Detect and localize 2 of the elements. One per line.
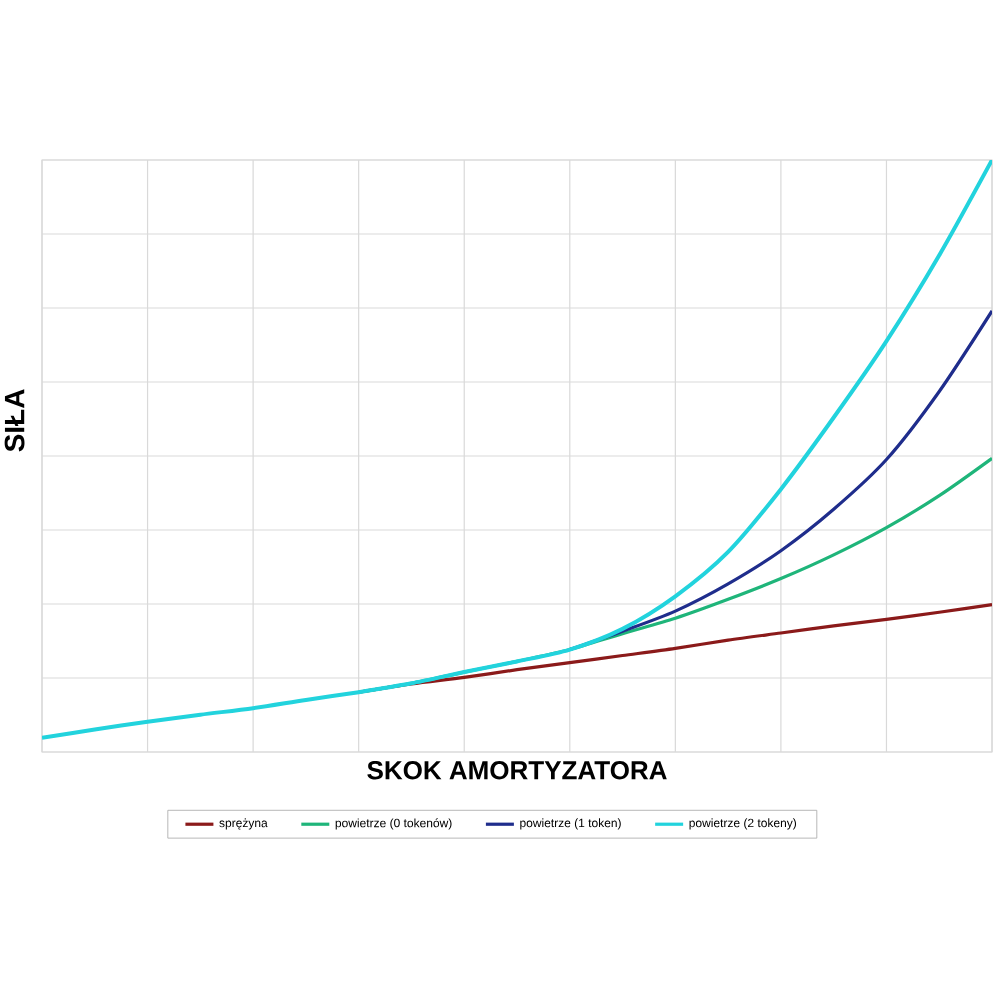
x-axis-title: SKOK AMORTYZATORA <box>367 761 667 780</box>
y-axis-title: SIŁA <box>4 389 25 452</box>
